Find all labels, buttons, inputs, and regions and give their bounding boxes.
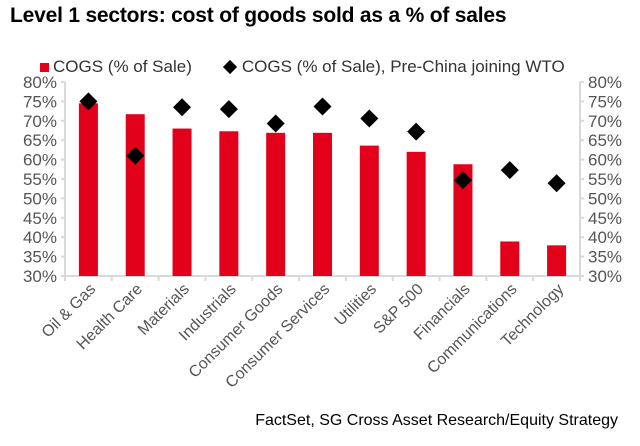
y-tick-label-left: 30% — [23, 267, 57, 286]
source-note: FactSet, SG Cross Asset Research/Equity … — [255, 412, 618, 429]
y-tick-label-left: 65% — [23, 131, 57, 150]
diamond-marker-0 — [79, 92, 98, 111]
legend: COGS (% of Sale) COGS (% of Sale), Pre-C… — [40, 57, 565, 77]
y-tick-label-right: 70% — [588, 112, 622, 131]
y-tick-label-left: 60% — [23, 151, 57, 170]
diamond-marker-2 — [173, 98, 192, 117]
y-tick-label-right: 65% — [588, 131, 622, 150]
bar-6 — [359, 145, 379, 276]
bar-9 — [500, 241, 520, 276]
diamond-marker-6 — [360, 109, 379, 128]
diamond-marker-10 — [547, 174, 566, 193]
chart-title: Level 1 sectors: cost of goods sold as a… — [10, 4, 507, 27]
bar-4 — [266, 132, 286, 276]
legend-label-cogs: COGS (% of Sale) — [53, 57, 192, 76]
legend-bar-swatch — [40, 62, 49, 72]
diamond-marker-9 — [500, 161, 519, 180]
diamond-marker-3 — [219, 100, 238, 119]
y-tick-label-left: 55% — [23, 170, 57, 189]
diamond-marker-7 — [407, 122, 426, 141]
legend-item-pre-wto: COGS (% of Sale), Pre-China joining WTO — [222, 57, 565, 77]
bar-7 — [406, 151, 426, 276]
y-tick-label-right: 40% — [588, 228, 622, 247]
diamond-marker-8 — [453, 171, 472, 190]
y-tick-label-left: 50% — [23, 189, 57, 208]
y-tick-label-right: 50% — [588, 189, 622, 208]
bar-3 — [219, 131, 239, 276]
bar-10 — [547, 245, 567, 276]
y-tick-label-right: 75% — [588, 92, 622, 111]
y-tick-label-left: 40% — [23, 228, 57, 247]
y-tick-label-right: 80% — [588, 73, 622, 92]
y-tick-label-left: 70% — [23, 112, 57, 131]
bar-1 — [125, 114, 145, 276]
diamond-marker-4 — [266, 114, 285, 133]
y-tick-label-right: 55% — [588, 170, 622, 189]
diamond-marker-1 — [126, 146, 145, 165]
y-tick-label-right: 45% — [588, 209, 622, 228]
y-tick-label-left: 45% — [23, 209, 57, 228]
y-tick-label-right: 30% — [588, 267, 622, 286]
diamond-marker-5 — [313, 97, 332, 116]
bar-2 — [172, 128, 192, 276]
legend-label-pre-wto: COGS (% of Sale), Pre-China joining WTO — [241, 57, 565, 76]
y-tick-label-left: 35% — [23, 248, 57, 267]
y-tick-label-left: 75% — [23, 92, 57, 111]
y-tick-label-left: 80% — [23, 73, 57, 92]
bar-5 — [313, 132, 332, 276]
bar-0 — [78, 103, 98, 276]
y-tick-label-right: 60% — [588, 151, 622, 170]
legend-item-cogs: COGS (% of Sale) — [40, 57, 192, 77]
bar-8 — [453, 164, 473, 276]
y-tick-label-right: 35% — [588, 248, 622, 267]
